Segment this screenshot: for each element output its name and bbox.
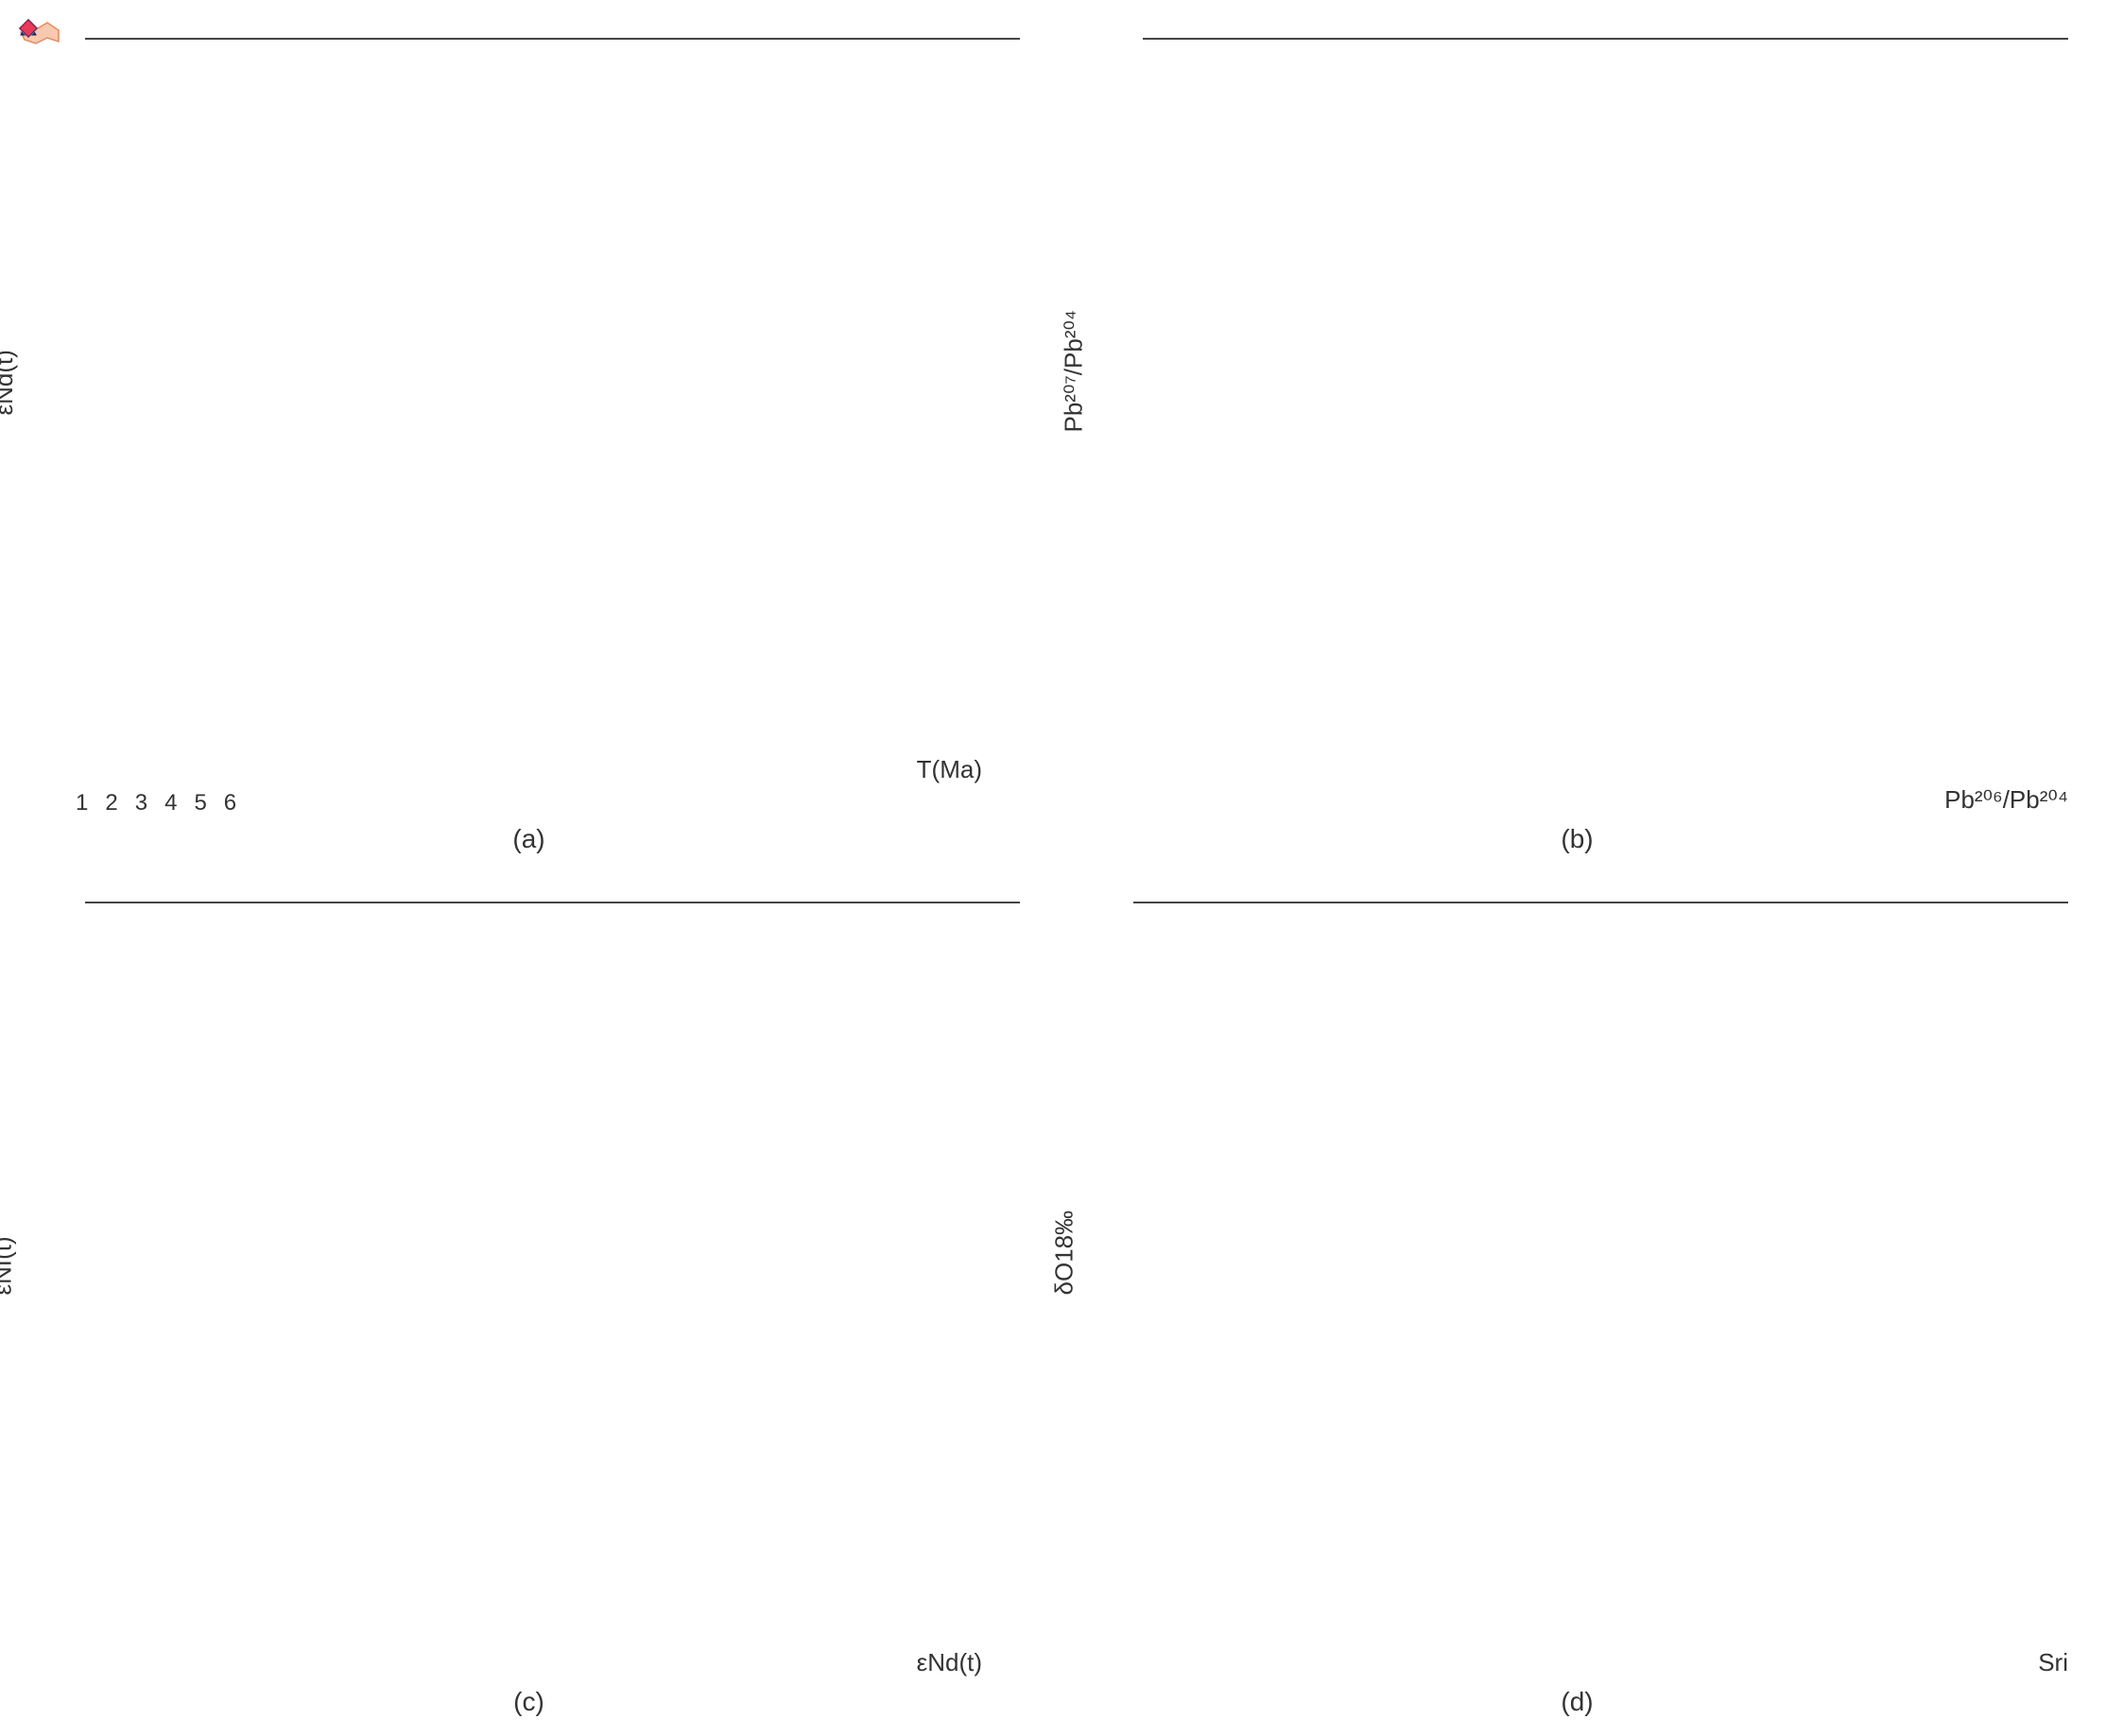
svg-text:0.5: 0.5	[1200, 647, 1223, 666]
svg-text:8: 8	[1112, 1110, 1123, 1134]
svg-text:0.1: 0.1	[1925, 425, 1949, 444]
svg-text:PR craton crust: PR craton crust	[153, 1298, 281, 1405]
svg-text:0.5: 0.5	[1691, 203, 1715, 222]
svg-text:5: 5	[63, 1331, 75, 1354]
svg-text:15.9: 15.9	[1092, 26, 1132, 50]
svg-text:10: 10	[1100, 890, 1123, 914]
chart-b-area: Upper crustOrogenMantleLower crustNHRL1.…	[1143, 38, 2068, 40]
svg-text:1.0: 1.0	[1150, 591, 1174, 610]
svg-text:0.3: 0.3	[1933, 180, 1957, 198]
svg-text:5.7-Mantle value: 5.7-Mantle value	[1252, 1384, 1407, 1408]
svg-text:30%: 30%	[427, 1368, 469, 1392]
chart-c-area: N-MORB5%10%20%30%depleted mantlePR crato…	[85, 902, 1020, 903]
svg-text:0.700: 0.700	[1817, 1569, 1869, 1592]
svg-text:20%: 20%	[281, 1236, 322, 1260]
svg-text:15.6: 15.6	[1092, 310, 1132, 334]
xlabel-b: Pb²⁰⁶/Pb²⁰⁴	[1944, 785, 2068, 815]
svg-text:15.7: 15.7	[1092, 215, 1132, 239]
svg-text:0.690: 0.690	[1580, 1569, 1632, 1592]
svg-text:20: 20	[52, 890, 75, 914]
xlabel-d: Sri	[2038, 1648, 2068, 1677]
svg-text:18.0: 18.0	[1691, 705, 1732, 729]
svg-text:15.3: 15.3	[1092, 593, 1132, 617]
svg-text:8: 8	[816, 1569, 827, 1592]
svg-text:15.5: 15.5	[1092, 404, 1132, 428]
svg-text:4: 4	[1112, 1552, 1123, 1575]
svg-text:1.0: 1.0	[1321, 298, 1344, 317]
svg-text:-2.5: -2.5	[39, 1552, 75, 1575]
svg-text:0.5: 0.5	[1460, 491, 1484, 510]
panel-a: Depleted mantleCHURCAOBMetasedimentsHima…	[19, 19, 1039, 854]
svg-text:0.702: 0.702	[2053, 1569, 2105, 1592]
svg-text:0: 0	[395, 1569, 406, 1592]
svg-text:9: 9	[1112, 1000, 1123, 1023]
svg-text:Mantle: Mantle	[2021, 1318, 2083, 1342]
svg-text:0.3: 0.3	[1321, 621, 1344, 640]
svg-text:0.3: 0.3	[1680, 432, 1703, 451]
panel-d-label: (d)	[1067, 1687, 2087, 1717]
svg-text:19.0: 19.0	[2069, 705, 2106, 729]
ylabel-d: δO18‰	[1049, 1211, 1079, 1296]
svg-text:Orogen: Orogen	[2070, 218, 2106, 242]
chart-d-area: Mantle5.7-Mantle value0.6700.6800.6900.7…	[1133, 902, 2068, 903]
panel-b-label: (b)	[1067, 824, 2087, 854]
svg-text:10: 10	[52, 1184, 75, 1208]
svg-text:0.5: 0.5	[1736, 288, 1760, 307]
svg-text:0.2: 0.2	[1415, 608, 1439, 627]
svg-text:10%: 10%	[532, 1080, 574, 1104]
svg-text:0.680: 0.680	[1344, 1569, 1396, 1592]
svg-text:7: 7	[1112, 1221, 1123, 1245]
svg-text:1: 1	[1309, 543, 1319, 562]
svg-text:Upper crust: Upper crust	[1900, 113, 2017, 139]
svg-text:0: 0	[1782, 558, 1791, 576]
xlabel-c: εNd(t)	[917, 1648, 982, 1677]
svg-text:15.8: 15.8	[1092, 121, 1132, 145]
svg-text:4: 4	[605, 1569, 616, 1592]
legend-a: 123456	[19, 790, 1039, 816]
svg-text:0.2: 0.2	[2028, 180, 2051, 198]
svg-text:N-MORB: N-MORB	[848, 912, 940, 937]
panel-c-label: (c)	[19, 1687, 1039, 1717]
svg-text:0.701: 0.701	[1935, 1569, 1987, 1592]
svg-text:15.4: 15.4	[1092, 499, 1132, 523]
svg-text:Lower crust: Lower crust	[1541, 559, 1649, 582]
svg-text:0: 0	[63, 1478, 75, 1502]
panel-d: Mantle5.7-Mantle value0.6700.6800.6900.7…	[1067, 883, 2087, 1718]
svg-text:17.0: 17.0	[1313, 705, 1354, 729]
svg-text:5%: 5%	[742, 1001, 772, 1024]
svg-text:6: 6	[1112, 1331, 1123, 1354]
svg-text:12: 12	[1020, 1569, 1043, 1592]
svg-text:5: 5	[1112, 1441, 1123, 1465]
svg-text:18.5: 18.5	[1880, 705, 1921, 729]
panel-b: Upper crustOrogenMantleLower crustNHRL1.…	[1067, 19, 2087, 854]
svg-text:17.5: 17.5	[1502, 705, 1543, 729]
ylabel-c: εNf(t)	[0, 1237, 18, 1296]
svg-text:-4: -4	[181, 1569, 200, 1592]
ylabel-a: εNd(t)	[0, 350, 19, 415]
ylabel-b: Pb²⁰⁷/Pb²⁰⁴	[1059, 310, 1088, 433]
svg-text:1.5: 1.5	[1150, 397, 1174, 416]
svg-text:15: 15	[52, 1037, 75, 1060]
svg-text:15.2: 15.2	[1092, 688, 1132, 712]
legend-item-6: 6	[224, 790, 236, 816]
panel-c: N-MORB5%10%20%30%depleted mantlePR crato…	[19, 883, 1039, 1718]
